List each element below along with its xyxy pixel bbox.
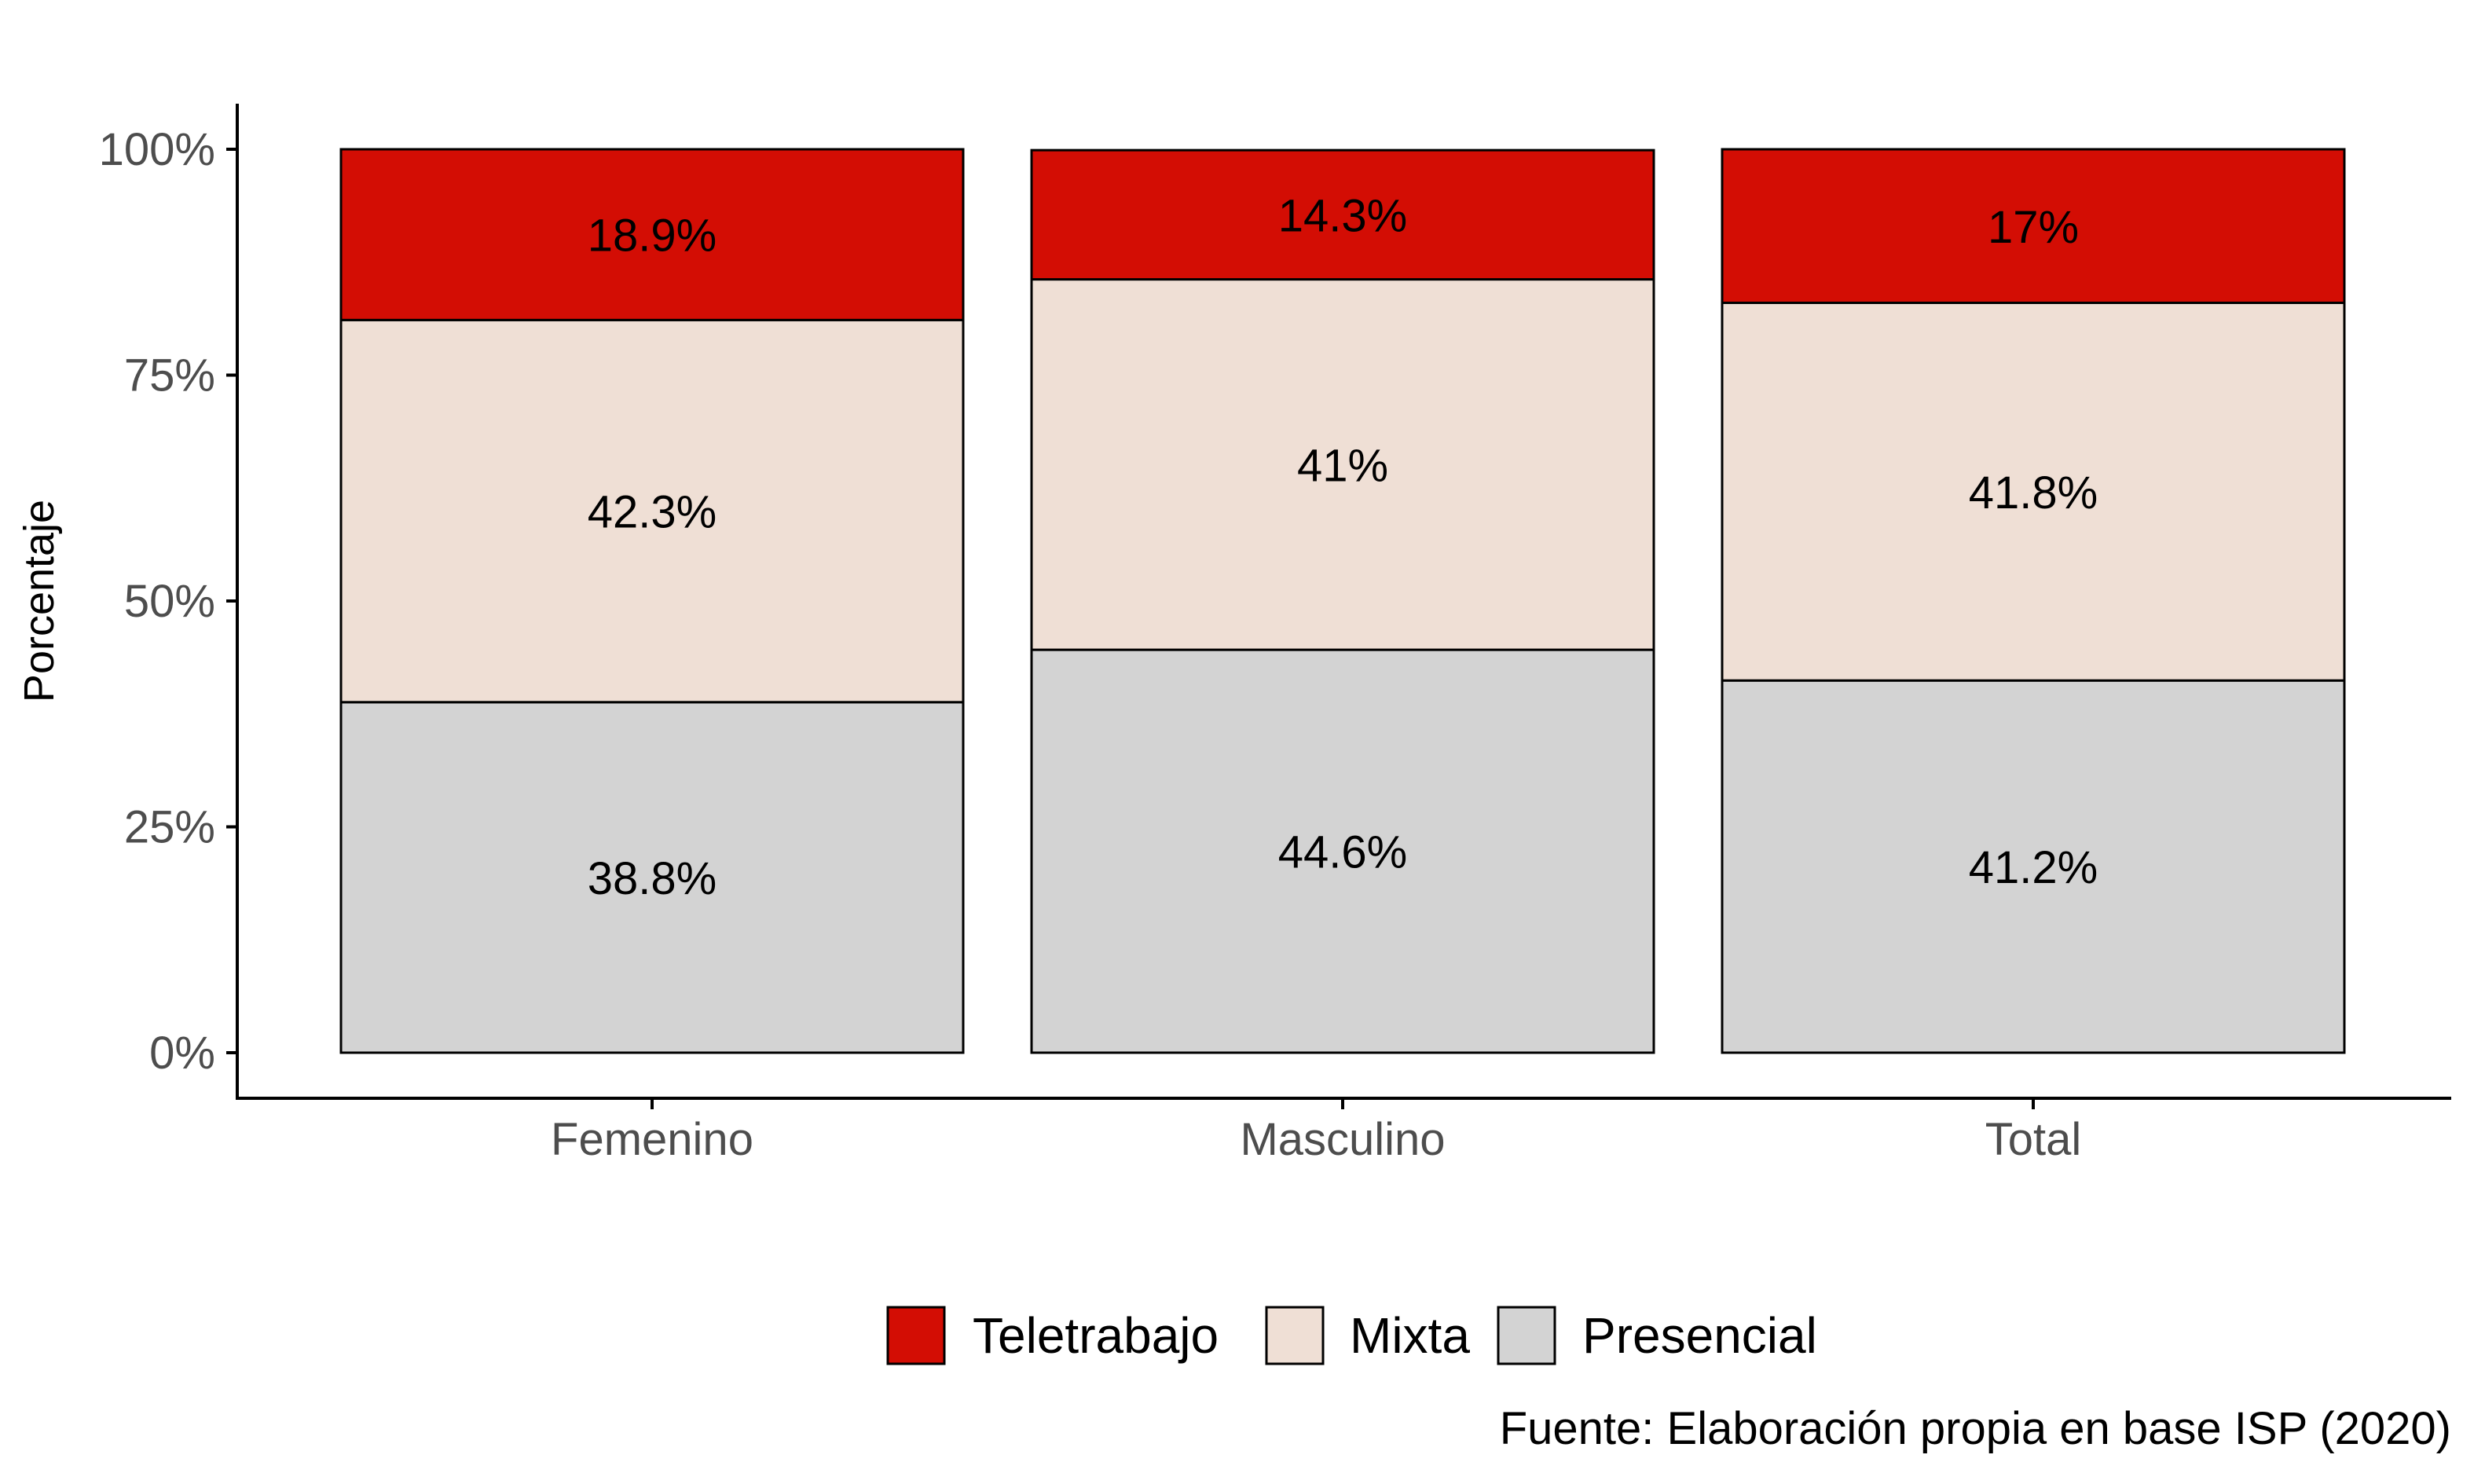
bar-total-teletrabajo xyxy=(1721,148,2346,304)
x-tick-label-femenino: Femenino xyxy=(551,1114,753,1165)
bar-masculino-mixta xyxy=(1030,278,1655,651)
bar-masculino-teletrabajo xyxy=(1030,148,1655,281)
y-axis: 0% 25% 50% 75% 100% xyxy=(99,104,239,1098)
x-axis: Femenino Masculino Total xyxy=(236,1097,2451,1165)
data-label-femenino-mixta: 42.3% xyxy=(588,487,717,538)
legend-key-mixta xyxy=(1265,1306,1325,1365)
data-label-femenino-teletrabajo: 18.9% xyxy=(588,211,717,262)
data-label-femenino-presencial: 38.8% xyxy=(588,853,717,904)
data-label-masculino-mixta: 41% xyxy=(1297,440,1388,491)
data-label-masculino-presencial: 44.6% xyxy=(1278,827,1407,878)
legend-key-presencial xyxy=(1497,1306,1556,1365)
caption: Fuente: Elaboración propia en base ISP (… xyxy=(1500,1403,2451,1454)
data-label-masculino-teletrabajo: 14.3% xyxy=(1278,190,1407,241)
data-label-total-mixta: 41.8% xyxy=(1969,467,2098,518)
bar-total-presencial xyxy=(1721,679,2346,1054)
legend-label-teletrabajo: Teletrabajo xyxy=(973,1307,1219,1364)
y-tick-label: 50% xyxy=(124,576,215,627)
y-tick-label: 25% xyxy=(124,802,215,853)
y-tick-label: 100% xyxy=(99,124,215,175)
bar-femenino-teletrabajo xyxy=(339,148,965,321)
y-axis-title: Porcentaje xyxy=(16,500,63,702)
legend-label-presencial: Presencial xyxy=(1582,1307,1817,1364)
legend: Teletrabajo Mixta Presencial xyxy=(886,1306,1817,1365)
plot-area: 38.8% 42.3% 18.9% 44.6% 41% 14.3% 41.2% 41.8% 17… xyxy=(339,148,2346,1054)
bar-femenino-mixta xyxy=(339,318,965,704)
x-tick-label-total: Total xyxy=(1985,1114,2082,1165)
x-tick-label-masculino: Masculino xyxy=(1240,1114,1445,1165)
legend-label-mixta: Mixta xyxy=(1350,1307,1470,1364)
data-label-total-presencial: 41.2% xyxy=(1969,842,2098,893)
y-tick-label: 75% xyxy=(124,350,215,401)
bar-masculino-presencial xyxy=(1030,648,1655,1054)
data-label-total-teletrabajo: 17% xyxy=(1988,202,2079,253)
y-tick-label: 0% xyxy=(149,1028,215,1079)
bar-total-mixta xyxy=(1721,302,2346,682)
legend-key-teletrabajo xyxy=(886,1306,946,1365)
bar-femenino-presencial xyxy=(339,701,965,1054)
